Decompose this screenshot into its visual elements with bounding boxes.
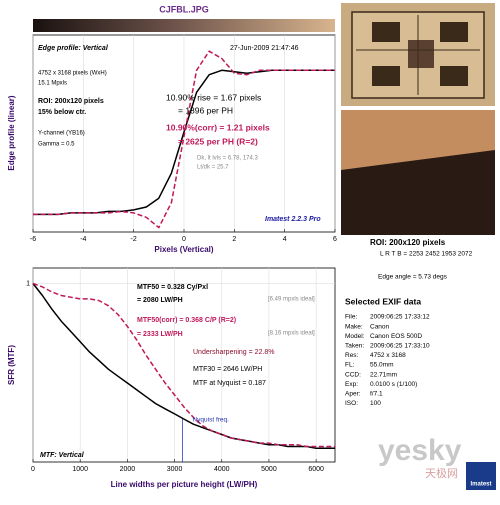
file-title: CJFBL.JPG [159, 4, 209, 14]
info: 4752 x 3168 pixels (WxH) [38, 71, 107, 77]
edge-angle: Edge angle = 5.73 degs [378, 274, 448, 281]
exif-value: Canon [370, 323, 390, 330]
rise: = 1896 per PH [178, 105, 233, 115]
exif-key: CCD: [345, 371, 361, 378]
x-tick-label: 2000 [120, 466, 136, 473]
nyquist-label: Nyquist freq. [192, 417, 229, 424]
ideal: [6.49 mpxls ideal] [268, 297, 315, 303]
x-axis-label: Pixels (Vertical) [154, 245, 213, 254]
watermark-cn: 天极网 [425, 466, 458, 480]
thumbnail [341, 3, 495, 106]
mtf50-corr: = 2333 LW/PH [137, 331, 183, 338]
undersharpening: Undersharpening = 22.8% [193, 349, 275, 356]
x-tick-label: 2 [232, 236, 236, 243]
chart-title: Edge profile: Vertical [38, 45, 109, 52]
info: 15.1 Mpxls [38, 81, 67, 87]
exif-value: Canon EOS 500D [370, 333, 422, 340]
rise-corr: 10.90%(corr) = 1.21 pixels [166, 122, 270, 132]
x-tick-label: 4000 [214, 466, 230, 473]
info: Y-channel (YB16) [38, 131, 85, 137]
rise: 10.90% rise = 1.67 pixels [166, 92, 261, 102]
exif-value: 2009:06:25 17:33:12 [370, 314, 430, 321]
x-tick-label: -2 [131, 236, 137, 243]
mtf30: MTF30 = 2646 LW/PH [193, 366, 262, 373]
exif-key: Taken: [345, 343, 364, 350]
roi: ROI: 200x120 pixels [370, 238, 446, 247]
exif-key: Model: [345, 333, 365, 340]
x-tick-label: 0 [182, 236, 186, 243]
exif-value: 4752 x 3168 [370, 352, 406, 359]
edge-strip [33, 19, 335, 32]
watermark: yesky [378, 434, 462, 467]
exif-value: f/7.1 [370, 391, 383, 398]
exif-key: FL: [345, 362, 355, 369]
y-tick-label: 1 [26, 280, 30, 287]
lrtb: L R T B = 2253 2452 1953 2072 [380, 251, 473, 258]
ideal: [8.16 mpxls ideal] [268, 331, 315, 337]
plot-area [32, 267, 336, 463]
y-axis-label: SFR (MTF) [7, 345, 16, 385]
levels: Dk, lt lvls = 6.78, 174.3 [197, 156, 259, 162]
levels: Lt/dk = 25.7 [197, 165, 229, 171]
exif-key: File: [345, 314, 357, 321]
rise-corr: = 2625 per PH (R=2) [178, 136, 258, 146]
exif-key: Exp: [345, 381, 358, 388]
exif-value: 0.0100 s (1/100) [370, 381, 417, 388]
exif-value: 2009:06:25 17:33:10 [370, 343, 430, 350]
x-tick-label: 1000 [72, 466, 88, 473]
series-line [32, 283, 335, 450]
info: 15% below ctr. [38, 109, 86, 116]
x-tick-label: 3000 [167, 466, 183, 473]
x-axis-label: Line widths per picture height (LW/PH) [111, 480, 258, 489]
logo [466, 462, 496, 490]
info: Gamma = 0.5 [38, 142, 75, 148]
x-tick-label: -6 [30, 236, 36, 243]
mtf50-corr: MTF50(corr) = 0.368 C/P (R=2) [137, 317, 236, 324]
exif-key: Make: [345, 323, 363, 330]
x-tick-label: 5000 [261, 466, 277, 473]
x-tick-label: 6000 [308, 466, 324, 473]
x-tick-label: 4 [283, 236, 287, 243]
exif-key: ISO: [345, 400, 358, 407]
version: Imatest 2.2.3 Pro [265, 216, 321, 223]
nyquist-mtf: MTF at Nyquist = 0.187 [193, 380, 266, 387]
chart-title: MTF: Vertical [40, 452, 85, 459]
roi-image [341, 110, 495, 235]
exif-title: Selected EXIF data [345, 296, 421, 306]
series-line [32, 282, 335, 448]
date: 27-Jun-2009 21:47:46 [230, 45, 299, 52]
exif-key: Aper: [345, 391, 361, 398]
mtf50: = 2080 LW/PH [137, 297, 183, 304]
x-tick-label: 0 [31, 466, 35, 473]
info: ROI: 200x120 pixels [38, 98, 104, 105]
mtf50: MTF50 = 0.328 Cy/Pxl [137, 284, 208, 291]
x-tick-label: 6 [333, 236, 337, 243]
exif-key: Res: [345, 352, 359, 359]
exif: File: 2009:06:25 17:33:12 Make: Canon Model:… [345, 314, 430, 407]
exif-value: 55.0mm [370, 362, 393, 369]
exif-value: 100 [370, 400, 381, 407]
logo-text: Imatest [470, 482, 491, 488]
series-line [33, 50, 335, 229]
exif-value: 22.71mm [370, 371, 397, 378]
x-tick-label: -4 [80, 236, 86, 243]
y-axis-label: Edge profile (linear) [7, 95, 16, 170]
